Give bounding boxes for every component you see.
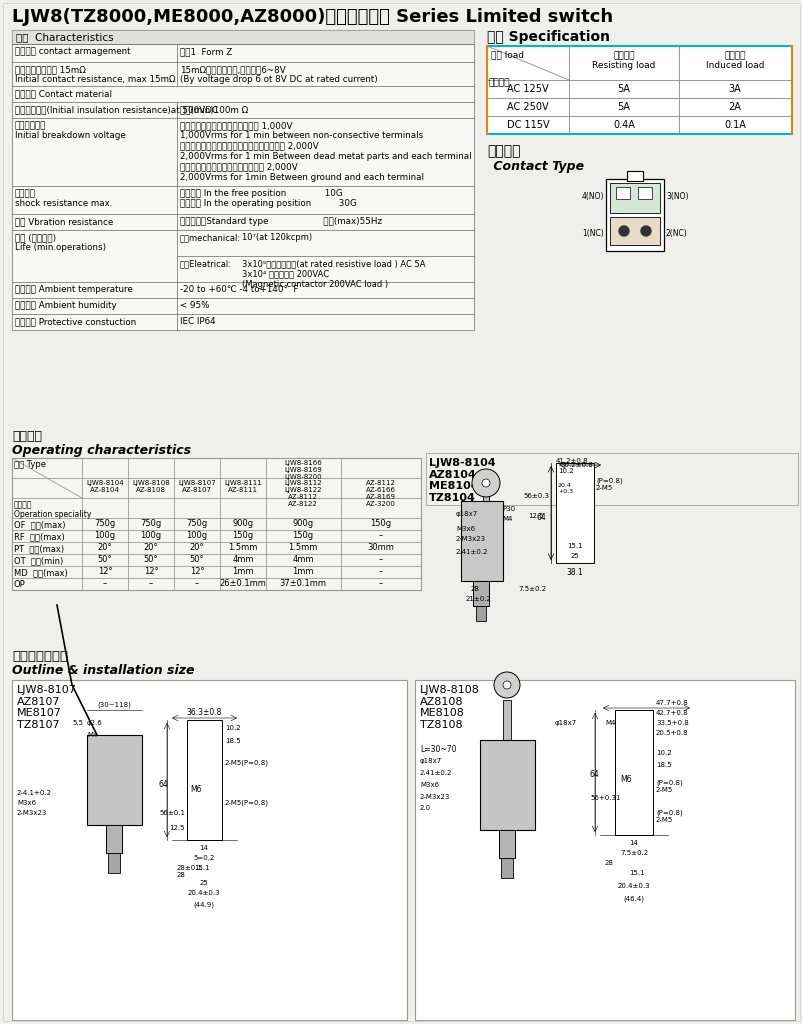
Text: 工作特性: 工作特性	[12, 430, 42, 443]
Text: 方式1  Form Z: 方式1 Form Z	[180, 47, 232, 56]
Text: OF  最大(max): OF 最大(max)	[14, 520, 66, 529]
Text: 12.5: 12.5	[528, 513, 543, 519]
Text: OT  最小(min): OT 最小(min)	[14, 556, 63, 565]
Text: 20.4±0.3: 20.4±0.3	[617, 883, 650, 889]
Text: 42.7+0.8: 42.7+0.8	[655, 710, 688, 716]
Text: 抵抗负荷
Resisting load: 抵抗负荷 Resisting load	[592, 51, 655, 71]
Text: 10.2: 10.2	[557, 468, 573, 474]
Bar	[482, 483, 488, 501]
Text: 环境温度 Ambient temperature: 环境温度 Ambient temperature	[15, 285, 132, 294]
Text: MD  最大(max): MD 最大(max)	[14, 568, 67, 577]
Text: 型号 Type: 型号 Type	[14, 460, 46, 469]
Text: 2-M3x23: 2-M3x23	[419, 794, 450, 800]
Text: 14: 14	[200, 845, 209, 851]
Bar	[460, 501, 502, 581]
Text: 36.3±0.8: 36.3±0.8	[186, 708, 221, 717]
Text: < 95%: < 95%	[180, 301, 209, 310]
Text: 15mΩ在标称电流下,电压下降6~8V
(By voltage drop 6 ot 8V DC at rated current): 15mΩ在标称电流下,电压下降6~8V (By voltage drop 6 o…	[180, 65, 377, 84]
Text: 2.41±0.2: 2.41±0.2	[419, 770, 452, 776]
Text: 自由状态 In the free position              10G
工作状态 In the operating position       : 自由状态 In the free position 10G 工作状态 In th…	[180, 189, 356, 209]
Text: 电气Eleatrical:: 电气Eleatrical:	[180, 259, 232, 268]
Bar	[610, 183, 659, 213]
Text: 28: 28	[471, 586, 480, 592]
Text: 41.2±0.8: 41.2±0.8	[555, 458, 588, 464]
Bar	[610, 217, 659, 245]
Text: M4: M4	[604, 720, 614, 726]
Text: LJW8(TZ8000,ME8000,AZ8000)系列行程开关 Series Limited switch: LJW8(TZ8000,ME8000,AZ8000)系列行程开关 Series …	[12, 8, 613, 26]
Text: 20°: 20°	[189, 544, 204, 553]
Text: –: –	[103, 580, 107, 589]
Text: AC 250V: AC 250V	[507, 102, 548, 112]
Text: –: –	[379, 567, 383, 577]
Text: 5A: 5A	[617, 102, 630, 112]
Text: 动作特性
Operation speciality: 动作特性 Operation speciality	[14, 500, 91, 519]
Text: AZ-8112
AZ-6166
AZ-8169
AZ-3200: AZ-8112 AZ-6166 AZ-8169 AZ-3200	[366, 480, 395, 507]
Text: 12°: 12°	[144, 567, 158, 577]
Text: 64: 64	[589, 770, 599, 779]
Bar	[12, 458, 420, 590]
Text: 保护规范 Protective constuction: 保护规范 Protective constuction	[15, 317, 136, 326]
Text: M6: M6	[619, 775, 630, 784]
Text: 21±0.2: 21±0.2	[465, 596, 492, 602]
Text: 4mm: 4mm	[292, 555, 314, 564]
Text: L=30~70: L=30~70	[419, 745, 456, 754]
Text: –: –	[379, 555, 383, 564]
Text: 20°: 20°	[98, 544, 112, 553]
Text: 30mm: 30mm	[367, 544, 394, 553]
Text: M3x6: M3x6	[419, 782, 439, 788]
Text: LJW8-8108
AZ-8108: LJW8-8108 AZ-8108	[132, 480, 170, 493]
Bar	[555, 463, 593, 563]
Text: LJW8-8111
AZ-8111: LJW8-8111 AZ-8111	[224, 480, 261, 493]
Text: 初始接触电阻最大 15mΩ
Initial contact resistance, max 15mΩ: 初始接触电阻最大 15mΩ Initial contact resistance…	[15, 65, 176, 84]
Bar	[415, 680, 794, 1020]
Text: 负荷 load: 负荷 load	[490, 50, 524, 59]
Text: 外形及安装尺寸: 外形及安装尺寸	[12, 650, 68, 663]
Text: 50°: 50°	[98, 555, 112, 564]
Text: (P=0.8)
2-M5: (P=0.8) 2-M5	[595, 478, 622, 492]
Text: 接触形式: 接触形式	[486, 144, 520, 158]
Text: 1mm: 1mm	[232, 567, 253, 577]
Text: 最小(min)100m Ω: 最小(min)100m Ω	[180, 105, 248, 114]
Text: 18.5: 18.5	[225, 738, 241, 744]
Bar	[615, 187, 630, 199]
Text: 38.1: 38.1	[566, 568, 582, 577]
Text: IEC IP64: IEC IP64	[180, 317, 216, 326]
Text: 50°: 50°	[189, 555, 204, 564]
Text: P30: P30	[501, 506, 515, 512]
Text: LJW8-8107
AZ8107
ME8107
TZ8107: LJW8-8107 AZ8107 ME8107 TZ8107	[17, 685, 77, 730]
Text: 64: 64	[159, 780, 168, 790]
Text: 56±0.3: 56±0.3	[522, 493, 549, 499]
Text: 64: 64	[536, 513, 545, 522]
Text: 100g: 100g	[140, 531, 161, 541]
Bar	[426, 453, 797, 505]
Text: M6: M6	[190, 785, 201, 794]
Text: 20.4
+0.3: 20.4 +0.3	[557, 483, 573, 494]
Text: 3x10⁵标称有功负载(at rated resistive load ) AC 5A
3x10⁴ 电磁接触器 200VAC
(Magnetic contact: 3x10⁵标称有功负载(at rated resistive load ) AC…	[241, 259, 425, 289]
Text: Operating characteristics: Operating characteristics	[12, 444, 191, 457]
Text: 初始绝缘电阻(Initial insulation resistance)at 500VDC: 初始绝缘电阻(Initial insulation resistance)at …	[15, 105, 218, 114]
Text: 标准类型：Standard type                    最大(max)55Hz: 标准类型：Standard type 最大(max)55Hz	[180, 217, 382, 226]
Text: 100g: 100g	[186, 531, 207, 541]
Text: –: –	[148, 580, 153, 589]
Text: 0.1A: 0.1A	[723, 120, 745, 130]
Text: –: –	[379, 580, 383, 589]
Text: 56+0.31: 56+0.31	[589, 795, 620, 801]
Text: 25: 25	[200, 880, 208, 886]
Text: 900g: 900g	[292, 519, 313, 528]
Text: 规格 Specification: 规格 Specification	[486, 30, 610, 44]
Bar	[476, 606, 485, 621]
Text: Outline & installation size: Outline & installation size	[12, 664, 194, 677]
Text: –: –	[195, 580, 199, 589]
Text: (P=0.8)
2-M5: (P=0.8) 2-M5	[655, 780, 682, 794]
Text: (P=0.8)
2-M5: (P=0.8) 2-M5	[655, 810, 682, 823]
Text: 初始击穿电压
Initial breakdown voltage: 初始击穿电压 Initial breakdown voltage	[15, 121, 126, 140]
Circle shape	[502, 681, 510, 689]
Bar	[187, 720, 221, 840]
Text: 1mm: 1mm	[292, 567, 314, 577]
Text: 10.2: 10.2	[655, 750, 670, 756]
Text: 37±0.1mm: 37±0.1mm	[279, 580, 326, 589]
Text: Contact Type: Contact Type	[488, 160, 583, 173]
Bar	[486, 46, 791, 134]
Circle shape	[493, 672, 520, 698]
Text: 15.1: 15.1	[566, 543, 582, 549]
